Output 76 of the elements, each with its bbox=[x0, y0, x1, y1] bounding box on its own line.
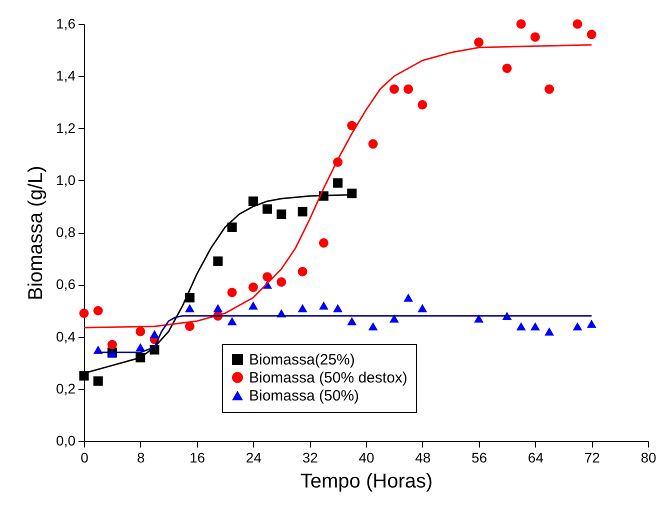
point bbox=[136, 326, 146, 336]
x-tick-label: 32 bbox=[302, 450, 318, 466]
point bbox=[262, 272, 272, 282]
point bbox=[586, 320, 596, 328]
point bbox=[93, 306, 103, 316]
point bbox=[418, 100, 428, 110]
point bbox=[333, 304, 343, 312]
y-tick-label: 1,4 bbox=[56, 68, 76, 84]
point bbox=[213, 256, 223, 266]
point bbox=[248, 301, 258, 310]
y-tick-label: 1,6 bbox=[56, 16, 76, 32]
point bbox=[572, 322, 582, 330]
y-tick-label: 0,6 bbox=[56, 276, 76, 292]
point bbox=[248, 282, 258, 292]
legend-label: Biomassa (50%) bbox=[249, 388, 360, 404]
y-tick-label: 0,0 bbox=[56, 432, 76, 448]
point bbox=[262, 204, 272, 214]
point bbox=[213, 304, 223, 312]
point bbox=[368, 139, 378, 149]
point bbox=[544, 84, 554, 94]
x-tick-label: 80 bbox=[640, 450, 656, 466]
point bbox=[298, 304, 308, 312]
point bbox=[474, 38, 484, 47]
point bbox=[227, 288, 237, 298]
point bbox=[185, 322, 194, 332]
point bbox=[389, 314, 399, 323]
point bbox=[276, 277, 286, 287]
x-axis-title: Tempo (Horas) bbox=[300, 470, 433, 492]
point bbox=[530, 32, 540, 42]
y-tick-label: 0,2 bbox=[56, 380, 76, 396]
y-tick-label: 1,0 bbox=[56, 172, 76, 188]
point bbox=[185, 304, 194, 312]
x-tick-label: 48 bbox=[415, 450, 431, 466]
point bbox=[347, 188, 357, 198]
y-tick-label: 0,8 bbox=[56, 224, 76, 240]
point bbox=[93, 376, 103, 386]
point bbox=[298, 266, 308, 276]
legend-label: Biomassa(25%) bbox=[249, 352, 355, 368]
point bbox=[79, 308, 89, 318]
point bbox=[586, 30, 596, 40]
point bbox=[318, 238, 328, 248]
point bbox=[502, 64, 512, 74]
x-tick-label: 0 bbox=[80, 450, 89, 466]
x-tick-label: 72 bbox=[584, 450, 600, 466]
x-tick-label: 24 bbox=[246, 450, 262, 466]
point bbox=[389, 84, 399, 94]
point bbox=[136, 343, 146, 352]
point bbox=[572, 19, 582, 29]
legend-label: Biomassa (50% destox) bbox=[249, 370, 408, 386]
y-tick-label: 1,2 bbox=[56, 120, 76, 136]
point bbox=[516, 322, 526, 330]
point bbox=[530, 322, 540, 330]
point bbox=[404, 294, 414, 302]
point bbox=[368, 322, 378, 330]
x-tick-label: 16 bbox=[190, 450, 206, 466]
point bbox=[404, 84, 414, 94]
x-tick-label: 40 bbox=[358, 450, 374, 466]
point bbox=[418, 304, 428, 312]
y-axis-title: Biomassa (g/L) bbox=[25, 166, 48, 300]
point bbox=[347, 317, 357, 326]
point bbox=[276, 210, 286, 219]
point bbox=[107, 340, 117, 350]
point bbox=[544, 327, 554, 336]
x-tick-label: 64 bbox=[528, 450, 544, 466]
point bbox=[333, 178, 343, 188]
point bbox=[298, 206, 308, 216]
point bbox=[516, 19, 526, 29]
point bbox=[248, 196, 258, 206]
point bbox=[150, 330, 160, 338]
y-tick-label: 0,4 bbox=[56, 328, 76, 344]
point bbox=[227, 317, 237, 326]
x-tick-label: 8 bbox=[137, 450, 145, 466]
x-tick-label: 56 bbox=[472, 450, 488, 466]
point bbox=[474, 314, 484, 323]
point bbox=[227, 222, 237, 232]
point bbox=[318, 301, 328, 310]
